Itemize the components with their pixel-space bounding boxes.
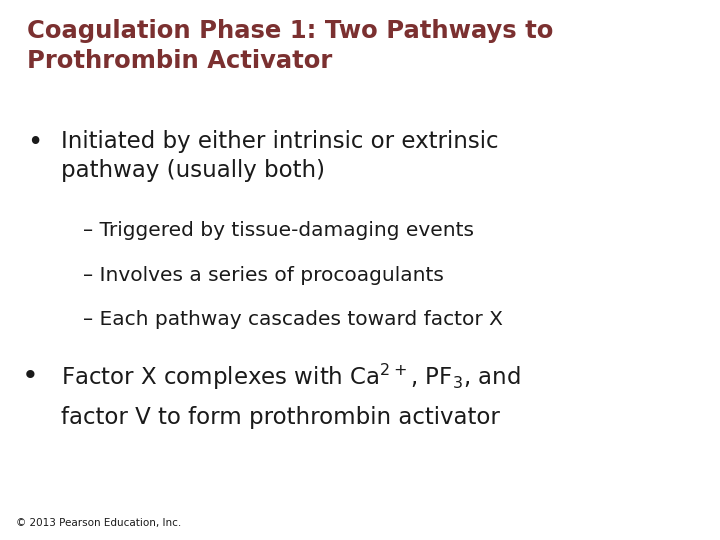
Text: Coagulation Phase 1: Two Pathways to
Prothrombin Activator: Coagulation Phase 1: Two Pathways to Pro…	[27, 19, 554, 72]
Text: – Triggered by tissue-damaging events: – Triggered by tissue-damaging events	[83, 221, 474, 240]
Text: •: •	[27, 130, 42, 156]
Text: Factor X complexes with Ca$^{2+}$, PF$_{3}$, and: Factor X complexes with Ca$^{2+}$, PF$_{…	[61, 362, 521, 392]
Text: Initiated by either intrinsic or extrinsic
pathway (usually both): Initiated by either intrinsic or extrins…	[61, 130, 499, 182]
Text: •: •	[22, 362, 38, 390]
Text: – Each pathway cascades toward factor X: – Each pathway cascades toward factor X	[83, 310, 503, 329]
Text: © 2013 Pearson Education, Inc.: © 2013 Pearson Education, Inc.	[16, 518, 181, 528]
Text: factor V to form prothrombin activator: factor V to form prothrombin activator	[61, 406, 500, 429]
Text: – Involves a series of procoagulants: – Involves a series of procoagulants	[83, 266, 444, 285]
